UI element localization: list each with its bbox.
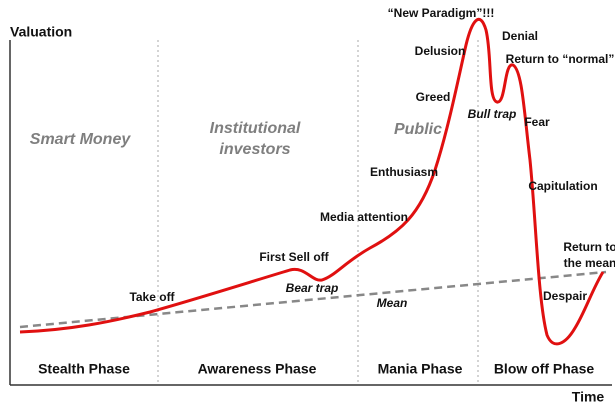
event-label: Greed <box>416 90 451 104</box>
group-label: Public <box>394 121 442 138</box>
event-label: Fear <box>524 115 550 129</box>
price-curve <box>19 17 605 346</box>
event-label: First Sell off <box>259 250 329 264</box>
event-label: the mean <box>564 256 615 270</box>
group-label: Smart Money <box>30 131 132 148</box>
mean-label: Mean <box>377 296 408 310</box>
event-label: Enthusiasm <box>370 165 438 179</box>
phase-label: Blow off Phase <box>494 361 595 377</box>
event-label: Bear trap <box>286 281 339 295</box>
x-axis-label: Time <box>572 389 605 405</box>
event-label: Bull trap <box>468 107 517 121</box>
y-axis-label: Valuation <box>10 24 72 40</box>
event-label: Denial <box>502 29 538 43</box>
event-label: Despair <box>543 289 587 303</box>
phase-label: Mania Phase <box>378 361 463 377</box>
phase-label: Awareness Phase <box>198 361 317 377</box>
group-label: Institutional <box>210 120 301 137</box>
event-label: Capitulation <box>528 179 597 193</box>
event-label: Take off <box>129 290 175 304</box>
phase-label: Stealth Phase <box>38 361 130 377</box>
group-label: investors <box>219 141 290 158</box>
event-label: Return to <box>563 240 615 254</box>
event-label: Delusion <box>415 44 466 58</box>
event-label: Return to “normal” <box>506 52 615 66</box>
event-label: Media attention <box>320 210 408 224</box>
event-label: “New Paradigm”!!! <box>388 6 495 20</box>
mean-line <box>19 270 607 329</box>
